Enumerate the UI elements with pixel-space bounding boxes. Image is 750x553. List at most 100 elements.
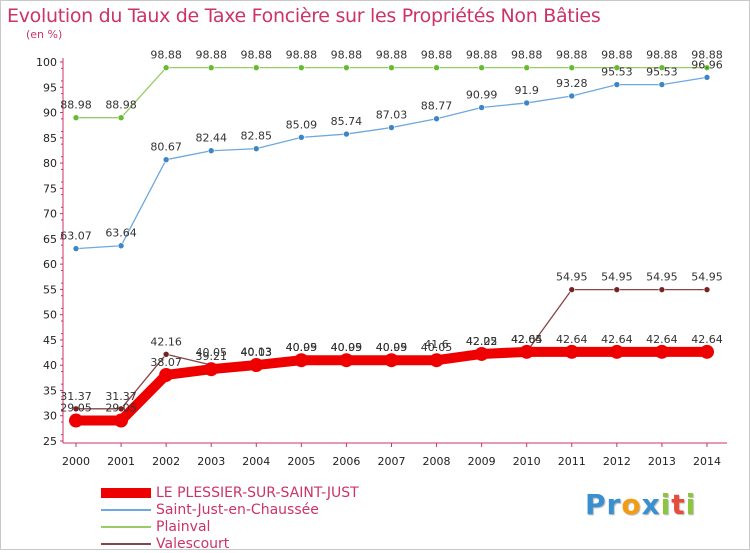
data-label: 82.85: [241, 130, 273, 143]
y-tick-label: 50: [43, 309, 57, 322]
data-point: [568, 286, 576, 293]
data-point: [388, 124, 395, 131]
data-label: 95.53: [601, 66, 633, 79]
x-tick-label: 2008: [423, 455, 451, 468]
data-point: [117, 405, 125, 413]
data-label: 29.05: [105, 402, 137, 415]
data-point: [478, 64, 485, 71]
data-point: [613, 81, 621, 88]
data-label: 88.98: [60, 99, 92, 112]
proxiti-logo: Proxiti: [585, 488, 696, 521]
data-label: 40.05: [331, 341, 363, 354]
legend-label: Saint-Just-en-Chaussée: [156, 502, 319, 518]
data-label: 98.88: [691, 49, 723, 62]
x-tick-label: 2000: [62, 455, 90, 468]
data-point: [384, 353, 399, 368]
legend-label: Plainval: [156, 519, 211, 535]
data-label: 54.95: [556, 271, 588, 284]
data-label: 88.98: [105, 99, 137, 112]
data-label: 40.05: [286, 341, 318, 354]
data-point: [564, 344, 579, 359]
data-point: [339, 353, 354, 368]
y-tick-label: 40: [43, 359, 57, 372]
data-point: [117, 114, 125, 121]
data-point: [114, 413, 129, 428]
data-point: [613, 64, 621, 71]
x-tick-label: 2001: [107, 455, 135, 468]
y-tick-label: 80: [43, 157, 57, 170]
data-label: 87.03: [376, 109, 408, 122]
data-point: [72, 405, 80, 413]
data-label: 42.64: [556, 333, 588, 346]
data-point: [298, 64, 305, 71]
data-point: [568, 64, 576, 71]
data-point: [658, 64, 666, 71]
data-label: 41.6: [424, 338, 449, 351]
legend-swatch: [101, 488, 151, 498]
legend-label: LE PLESSIER-SUR-SAINT-JUST: [156, 485, 359, 501]
data-label: 42.22: [466, 335, 498, 348]
y-tick-label: 90: [43, 107, 57, 120]
x-tick-label: 2002: [152, 455, 180, 468]
data-label: 54.95: [601, 271, 633, 284]
data-point: [523, 64, 531, 71]
data-point: [69, 413, 83, 428]
data-label: 85.74: [331, 115, 363, 128]
data-label: 82.44: [195, 132, 227, 145]
data-label: 40.05: [421, 341, 453, 354]
data-label: 42.64: [601, 333, 633, 346]
y-tick-label: 25: [43, 435, 57, 448]
y-tick-label: 30: [43, 410, 57, 423]
data-point: [433, 115, 440, 123]
data-label: 39.21: [195, 350, 227, 363]
data-point: [252, 64, 260, 71]
data-point: [162, 64, 170, 71]
data-point: [654, 344, 669, 359]
data-label: 40.13: [241, 346, 273, 359]
data-point: [298, 134, 305, 141]
data-label: 98.88: [556, 49, 588, 62]
legend-swatch: [101, 543, 151, 545]
data-label: 98.88: [241, 49, 273, 62]
data-label: 42.16: [150, 335, 182, 348]
chart-title: Evolution du Taux de Taxe Foncière sur l…: [7, 5, 601, 27]
logo-letter: x: [641, 488, 661, 521]
data-label: 63.64: [105, 227, 137, 240]
data-label: 93.28: [556, 77, 588, 90]
data-point: [252, 145, 260, 152]
data-label: 98.88: [331, 49, 363, 62]
data-point: [433, 64, 440, 71]
data-point: [388, 64, 395, 71]
data-label: 42.64: [691, 333, 723, 346]
data-label: 63.07: [60, 230, 92, 243]
data-label: 98.88: [376, 49, 408, 62]
x-tick-label: 2014: [693, 455, 721, 468]
data-label: 40.99: [331, 341, 363, 354]
data-point: [568, 92, 576, 100]
data-label: 96.96: [691, 58, 723, 71]
x-tick-label: 2006: [332, 455, 360, 468]
data-point: [523, 99, 531, 107]
logo-letter: i: [660, 488, 672, 521]
logo-letter: t: [671, 488, 686, 521]
data-label: 42.64: [511, 333, 543, 346]
y-tick-label: 100: [36, 56, 57, 69]
data-point: [159, 367, 174, 382]
y-tick-label: 45: [43, 334, 57, 347]
data-label: 91.9: [514, 84, 539, 97]
data-label: 98.88: [511, 49, 543, 62]
y-tick-label: 70: [43, 208, 57, 221]
data-label: 98.88: [421, 49, 453, 62]
x-tick-label: 2009: [468, 455, 496, 468]
data-label: 40.99: [376, 341, 408, 354]
data-point: [478, 104, 485, 111]
x-tick-label: 2010: [513, 455, 541, 468]
x-tick-label: 2007: [377, 455, 405, 468]
data-point: [207, 64, 215, 71]
data-label: 54.95: [691, 271, 723, 284]
y-tick-label: 55: [43, 283, 57, 296]
y-tick-label: 35: [43, 384, 57, 397]
data-point: [343, 64, 350, 71]
x-tick-label: 2003: [197, 455, 225, 468]
data-point: [204, 362, 219, 377]
